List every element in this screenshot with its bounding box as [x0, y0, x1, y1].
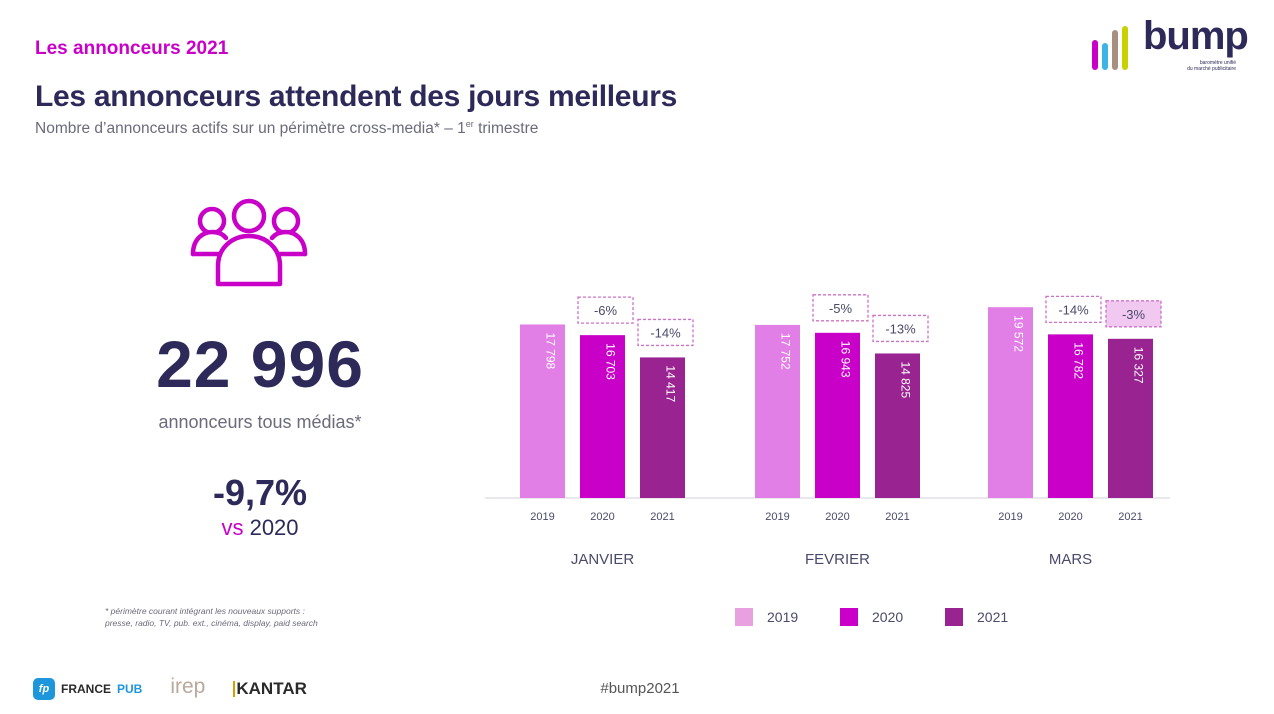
change-percentage: -9,7%	[212, 472, 308, 513]
footnote: * périmètre courant intégrant les nouvea…	[105, 605, 318, 629]
subtitle-main: Nombre d’annonceurs actifs sur un périmè…	[35, 120, 466, 138]
year-tick-label: 2019	[530, 511, 554, 523]
legend-label: 2021	[977, 609, 1009, 625]
category-label-janvier: JANVIER	[571, 551, 635, 568]
year-tick-label: 2020	[590, 511, 614, 523]
category-label-fevrier: FEVRIER	[805, 551, 870, 568]
france-pub-icon: fp	[33, 678, 55, 700]
change-annotation-box	[577, 296, 634, 324]
people-group-icon	[190, 198, 308, 287]
change-annotation-label: -3%	[1122, 307, 1146, 322]
change-annotation-label: -14%	[1058, 302, 1089, 317]
france-pub-text-accent: PUB	[117, 682, 143, 696]
bar-value-label: 16 327	[1132, 347, 1146, 384]
change-annotation-box	[872, 314, 929, 343]
partner-logos: fp FRANCE PUB irep KANTAR	[33, 675, 307, 700]
change-annotation-box	[1045, 295, 1102, 324]
change-annotation-label: -13%	[885, 321, 916, 336]
bar-janvier-2019	[520, 324, 565, 498]
legend-swatch	[735, 608, 753, 626]
logo-tagline-1: baromètre unifié	[1199, 60, 1236, 66]
irep-logo: irep	[170, 675, 206, 698]
total-advertisers-value: 22 996	[156, 327, 364, 401]
year-tick-label: 2020	[1058, 511, 1082, 523]
comparison-label: vs 2020	[100, 515, 420, 541]
year-tick-label: 2021	[885, 511, 909, 523]
bar-value-label: 17 752	[779, 333, 793, 370]
bar-value-label: 16 782	[1072, 342, 1086, 379]
year-tick-label: 2019	[765, 511, 789, 523]
section-kicker: Les annonceurs 2021	[35, 38, 229, 59]
chart-legend: 2019 2020 2021	[735, 608, 1050, 626]
page-subtitle: Nombre d’annonceurs actifs sur un périmè…	[35, 119, 538, 138]
bar-janvier-2020	[580, 335, 625, 498]
logo-bar-icon	[1122, 26, 1128, 70]
footnote-line-1: * périmètre courant intégrant les nouvea…	[105, 606, 305, 616]
year-tick-label: 2021	[650, 511, 674, 523]
total-advertisers-label: annonceurs tous médias*	[158, 412, 362, 432]
logo-tagline: baromètre unifié du marché publicitaire	[1166, 60, 1236, 72]
vs-prefix: vs	[221, 515, 244, 540]
france-pub-text: FRANCE	[61, 682, 111, 696]
footnote-line-2: presse, radio, TV, pub. ext., cinéma, di…	[105, 618, 318, 628]
page-title: Les annonceurs attendent des jours meill…	[35, 80, 677, 113]
change-annotation-label: -6%	[594, 303, 618, 318]
france-pub-logo: fp FRANCE PUB	[33, 678, 142, 700]
bar-fevrier-2021	[875, 353, 920, 498]
legend-label: 2019	[767, 609, 799, 625]
vs-year: 2020	[249, 515, 299, 540]
change-annotation-box	[1105, 300, 1162, 328]
category-label-mars: MARS	[1049, 551, 1092, 568]
bar-value-label: 16 943	[839, 341, 853, 378]
year-tick-label: 2019	[998, 511, 1022, 523]
legend-item-2020: 2020	[840, 608, 945, 626]
bar-value-label: 19 572	[1012, 315, 1026, 352]
legend-item-2019: 2019	[735, 608, 840, 626]
legend-item-2021: 2021	[945, 608, 1050, 626]
subtitle-end: trimestre	[473, 120, 539, 138]
logo-tagline-2: du marché publicitaire	[1187, 66, 1236, 72]
bar-mars-2020	[1048, 334, 1093, 498]
logo-wordmark: bump	[1143, 14, 1249, 58]
hashtag: #bump2021	[600, 680, 680, 697]
bar-chart: 17 798 2019 16 703 2020 -6% 14 417 2021 -14% JAN…	[485, 294, 1170, 568]
bar-mars-2021	[1108, 338, 1153, 498]
bar-mars-2019	[988, 307, 1033, 498]
bar-fevrier-2020	[815, 332, 860, 498]
year-tick-label: 2020	[825, 511, 849, 523]
bar-value-label: 14 825	[899, 361, 913, 398]
change-annotation-box	[637, 318, 694, 347]
bar-janvier-2021	[640, 357, 685, 498]
change-annotation-label: -14%	[650, 325, 681, 340]
bar-value-label: 16 703	[604, 343, 618, 380]
subtitle-superscript: er	[465, 119, 474, 129]
legend-swatch	[840, 608, 858, 626]
legend-label: 2020	[872, 609, 904, 625]
year-tick-label: 2021	[1118, 511, 1142, 523]
bump-logo: bump baromètre unifié du marché publicita…	[1088, 14, 1258, 78]
logo-bar-icon	[1092, 40, 1098, 70]
bar-fevrier-2019	[755, 324, 800, 498]
logo-bar-icon	[1102, 43, 1108, 70]
bar-value-label: 14 417	[664, 365, 678, 402]
bar-value-label: 17 798	[544, 332, 558, 369]
change-annotation-label: -5%	[829, 301, 853, 316]
logo-bar-icon	[1112, 30, 1118, 70]
legend-swatch	[945, 608, 963, 626]
kantar-logo: KANTAR	[233, 680, 307, 697]
change-annotation-box	[812, 294, 869, 322]
